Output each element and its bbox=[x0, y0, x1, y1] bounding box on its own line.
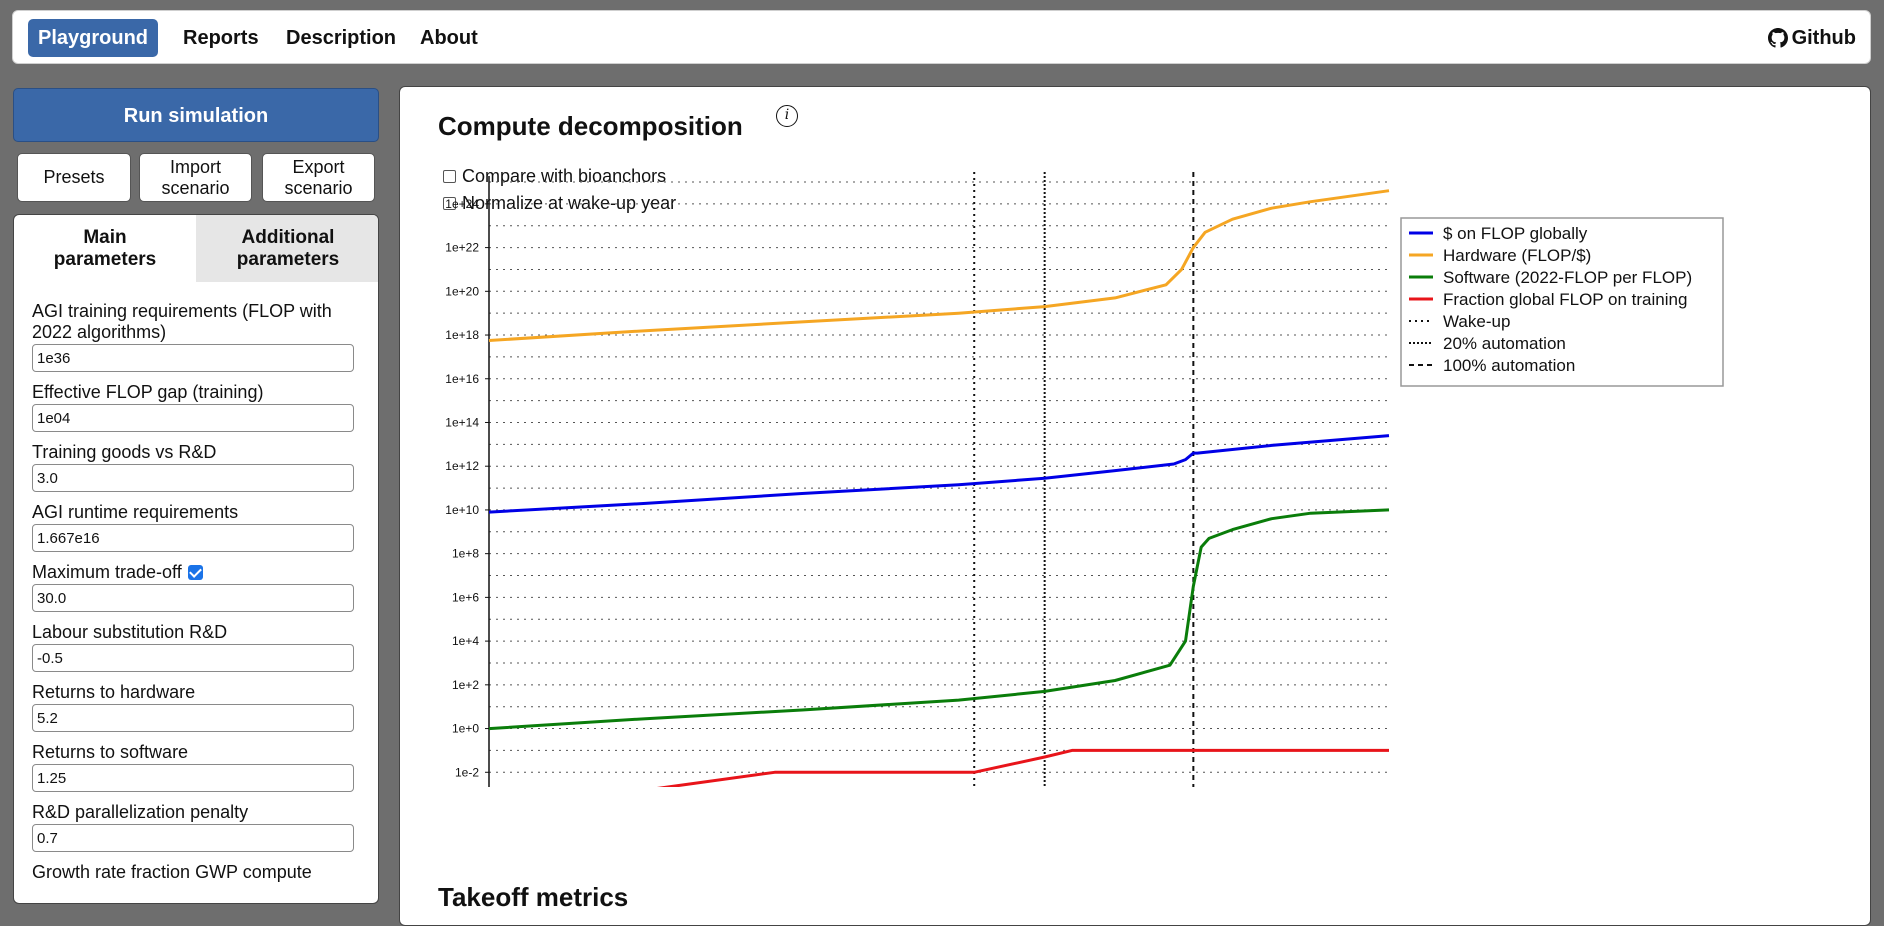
param-label: AGI training requirements (FLOP with 202… bbox=[32, 301, 332, 342]
y-tick-label: 1e+2 bbox=[452, 678, 479, 692]
y-tick-label: 1e+10 bbox=[445, 503, 479, 517]
legend-box bbox=[1400, 217, 1724, 387]
agi-training-input[interactable] bbox=[32, 344, 354, 372]
main-content: Compute decomposition i Compare with bio… bbox=[399, 86, 1871, 926]
compare-bioanchors-row[interactable]: Compare with bioanchors bbox=[443, 166, 666, 187]
param-label: Returns to hardware bbox=[32, 682, 196, 702]
compare-bioanchors-checkbox[interactable] bbox=[443, 170, 456, 183]
y-tick-label: 1e+0 bbox=[452, 722, 479, 736]
github-link[interactable]: Github bbox=[1767, 19, 1856, 57]
y-tick-label: 1e+16 bbox=[445, 372, 479, 386]
series-line bbox=[656, 748, 1389, 787]
param-max-tradeoff: Maximum trade-off bbox=[32, 562, 372, 612]
nav-reports[interactable]: Reports bbox=[183, 27, 259, 49]
y-tick-label: 1e+6 bbox=[452, 590, 479, 604]
compute-decomposition-chart: 1e-2 1e+0 1e+2 1e+4 1e+6 1e+8 1e+10 1e+12 1e+14 1… bbox=[445, 172, 1724, 787]
param-agi-runtime: AGI runtime requirements bbox=[32, 502, 372, 552]
y-tick-label: 1e+14 bbox=[445, 415, 479, 429]
parameters-panel: Main parameters Additional parameters AGI … bbox=[13, 214, 379, 904]
agi-runtime-input[interactable] bbox=[32, 524, 354, 552]
tab-main-parameters[interactable]: Main parameters bbox=[14, 215, 196, 282]
param-growth-gwp: Growth rate fraction GWP compute bbox=[32, 862, 372, 883]
y-tick-label: 1e+4 bbox=[452, 634, 479, 648]
param-labour-substitution: Labour substitution R&D bbox=[32, 622, 372, 672]
tab-main-label: Main parameters bbox=[53, 226, 157, 270]
param-label: Growth rate fraction GWP compute bbox=[32, 862, 312, 882]
legend-label: Hardware (FLOP/$) bbox=[1443, 246, 1591, 265]
github-icon bbox=[1767, 28, 1788, 48]
normalize-row[interactable]: Normalize at wake-up year bbox=[443, 193, 676, 214]
run-simulation-button[interactable]: Run simulation bbox=[13, 88, 379, 142]
param-agi-training: AGI training requirements (FLOP with 202… bbox=[32, 301, 372, 372]
param-label: Returns to software bbox=[32, 742, 189, 762]
param-returns-hardware: Returns to hardware bbox=[32, 682, 372, 732]
param-label-row: Maximum trade-off bbox=[32, 562, 372, 583]
y-tick-label: 1e+24 bbox=[445, 197, 479, 211]
export-scenario-button[interactable]: Export scenario bbox=[262, 153, 375, 202]
import-scenario-button[interactable]: Import scenario bbox=[139, 153, 252, 202]
normalize-label: Normalize at wake-up year bbox=[462, 193, 677, 213]
y-tick-label: 1e+18 bbox=[445, 328, 479, 342]
import-scenario-label: Import scenario bbox=[161, 156, 230, 198]
y-tick-label: 1e-2 bbox=[455, 765, 479, 779]
presets-button[interactable]: Presets bbox=[17, 153, 131, 202]
export-scenario-label: Export scenario bbox=[284, 156, 353, 198]
legend-label: 20% automation bbox=[1443, 334, 1566, 353]
series-line bbox=[488, 508, 1390, 731]
top-navbar: Playground Reports Description About Git… bbox=[12, 10, 1871, 64]
legend-label: $ on FLOP globally bbox=[1443, 224, 1588, 243]
y-tick-label: 1e+12 bbox=[445, 459, 479, 473]
parameter-list: AGI training requirements (FLOP with 202… bbox=[32, 301, 372, 893]
info-icon[interactable]: i bbox=[776, 105, 798, 127]
presets-label: Presets bbox=[43, 167, 105, 187]
training-goods-input[interactable] bbox=[32, 464, 354, 492]
normalize-checkbox[interactable] bbox=[443, 197, 456, 210]
legend-label: Wake-up bbox=[1443, 312, 1510, 331]
nav-about[interactable]: About bbox=[420, 27, 478, 49]
param-label: Maximum trade-off bbox=[32, 562, 182, 582]
max-tradeoff-input[interactable] bbox=[32, 584, 354, 612]
max-tradeoff-checkbox[interactable] bbox=[187, 565, 203, 580]
compare-bioanchors-label: Compare with bioanchors bbox=[462, 166, 667, 186]
tab-additional-label: Additional parameters bbox=[236, 226, 340, 270]
github-label: Github bbox=[1791, 27, 1856, 49]
page-title: Compute decomposition bbox=[438, 111, 743, 141]
param-label: Effective FLOP gap (training) bbox=[32, 382, 264, 402]
param-flop-gap: Effective FLOP gap (training) bbox=[32, 382, 372, 432]
nav-description[interactable]: Description bbox=[286, 27, 397, 49]
param-label: R&D parallelization penalty bbox=[32, 802, 249, 822]
y-tick-label: 1e+20 bbox=[445, 284, 479, 298]
takeoff-metrics-title: Takeoff metrics bbox=[438, 882, 629, 912]
tab-additional-parameters[interactable]: Additional parameters bbox=[196, 215, 378, 282]
legend-label: Software (2022-FLOP per FLOP) bbox=[1443, 268, 1692, 287]
y-tick-label: 1e+22 bbox=[445, 241, 479, 255]
series-line bbox=[488, 434, 1390, 514]
parallelization-input[interactable] bbox=[32, 824, 354, 852]
legend-label: 100% automation bbox=[1443, 356, 1575, 375]
param-training-goods: Training goods vs R&D bbox=[32, 442, 372, 492]
series-line bbox=[488, 189, 1390, 342]
param-parallelization: R&D parallelization penalty bbox=[32, 802, 372, 852]
returns-hardware-input[interactable] bbox=[32, 704, 354, 732]
nav-playground[interactable]: Playground bbox=[28, 19, 159, 57]
flop-gap-input[interactable] bbox=[32, 404, 354, 432]
param-label: Labour substitution R&D bbox=[32, 622, 228, 642]
param-label: AGI runtime requirements bbox=[32, 502, 239, 522]
param-returns-software: Returns to software bbox=[32, 742, 372, 792]
returns-software-input[interactable] bbox=[32, 764, 354, 792]
y-tick-label: 1e+8 bbox=[452, 547, 479, 561]
legend-label: Fraction global FLOP on training bbox=[1443, 290, 1687, 309]
param-label: Training goods vs R&D bbox=[32, 442, 217, 462]
labour-substitution-input[interactable] bbox=[32, 644, 354, 672]
